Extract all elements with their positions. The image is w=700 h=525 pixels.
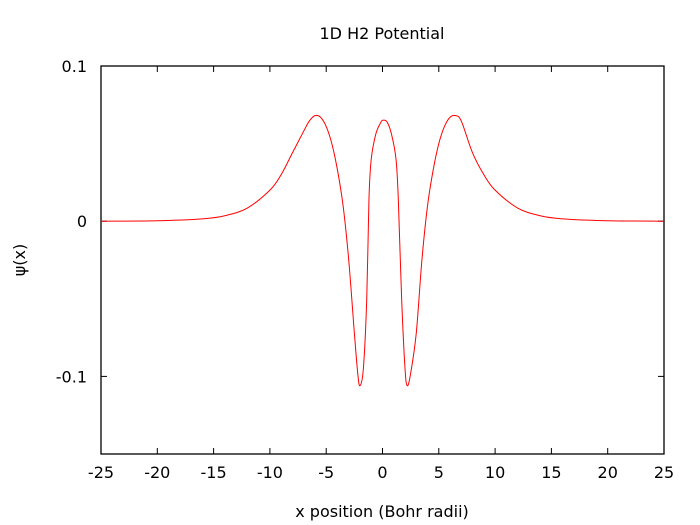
y-tick-group: -0.1 0 0.1 (56, 57, 664, 386)
y-tick-label: 0 (77, 212, 87, 231)
x-tick-label: 10 (485, 463, 505, 482)
y-tick-label: 0.1 (62, 57, 87, 76)
x-tick-label: 25 (654, 463, 674, 482)
y-axis-label: ψ(x) (10, 244, 29, 277)
x-tick-label: 15 (541, 463, 561, 482)
x-tick-group: -25 -20 -15 -10 -5 0 5 10 15 20 25 (88, 66, 674, 482)
chart-title: 1D H2 Potential (320, 24, 445, 43)
x-tick-label: -25 (88, 463, 114, 482)
x-tick-label: -15 (201, 463, 227, 482)
series-line (100, 114, 665, 387)
x-tick-label: -5 (318, 463, 334, 482)
x-axis-label: x position (Bohr radii) (295, 502, 469, 521)
plot-frame (100, 65, 665, 455)
x-tick-label: 20 (598, 463, 618, 482)
x-tick-label: 0 (377, 463, 387, 482)
x-tick-label: 5 (434, 463, 444, 482)
x-tick-label: -10 (257, 463, 283, 482)
x-tick-label: -20 (144, 463, 170, 482)
y-tick-label: -0.1 (56, 367, 87, 386)
